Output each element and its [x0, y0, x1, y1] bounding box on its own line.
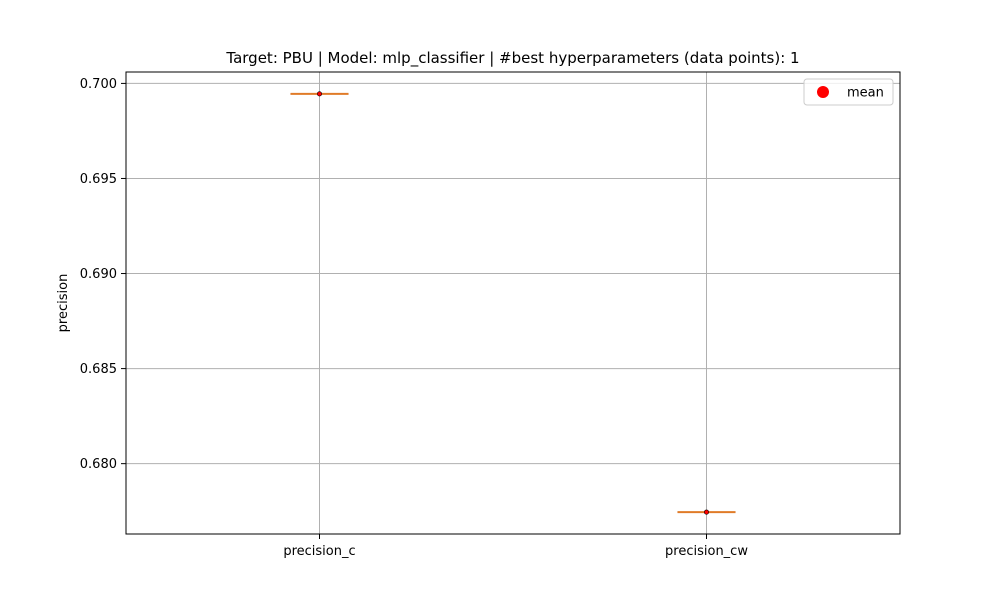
- y-tick-label: 0.685: [80, 362, 117, 377]
- mean-marker: [703, 509, 709, 515]
- x-tick-label: precision_cw: [665, 544, 748, 559]
- x-tick-label: precision_c: [283, 544, 355, 559]
- legend-box: [803, 78, 894, 106]
- y-tick-label: 0.695: [80, 172, 117, 187]
- y-tick-label: 0.680: [80, 457, 117, 472]
- y-ticks: 0.680 0.685 0.690 0.695 0.700: [80, 77, 126, 472]
- chart-title: Target: PBU | Model: mlp_classifier | #b…: [225, 49, 799, 68]
- box-marks: [290, 91, 736, 515]
- grid-layer: [126, 72, 900, 534]
- y-tick-label: 0.700: [80, 77, 117, 92]
- legend-mean-label: mean: [847, 86, 884, 101]
- y-tick-label: 0.690: [80, 267, 117, 282]
- legend: mean: [803, 78, 894, 106]
- mean-marker: [316, 91, 322, 97]
- plot-frame: [125, 71, 901, 535]
- x-ticks: precision_c precision_cw: [283, 534, 748, 559]
- legend-mean-marker: [817, 86, 829, 98]
- y-axis-label: precision: [56, 274, 71, 333]
